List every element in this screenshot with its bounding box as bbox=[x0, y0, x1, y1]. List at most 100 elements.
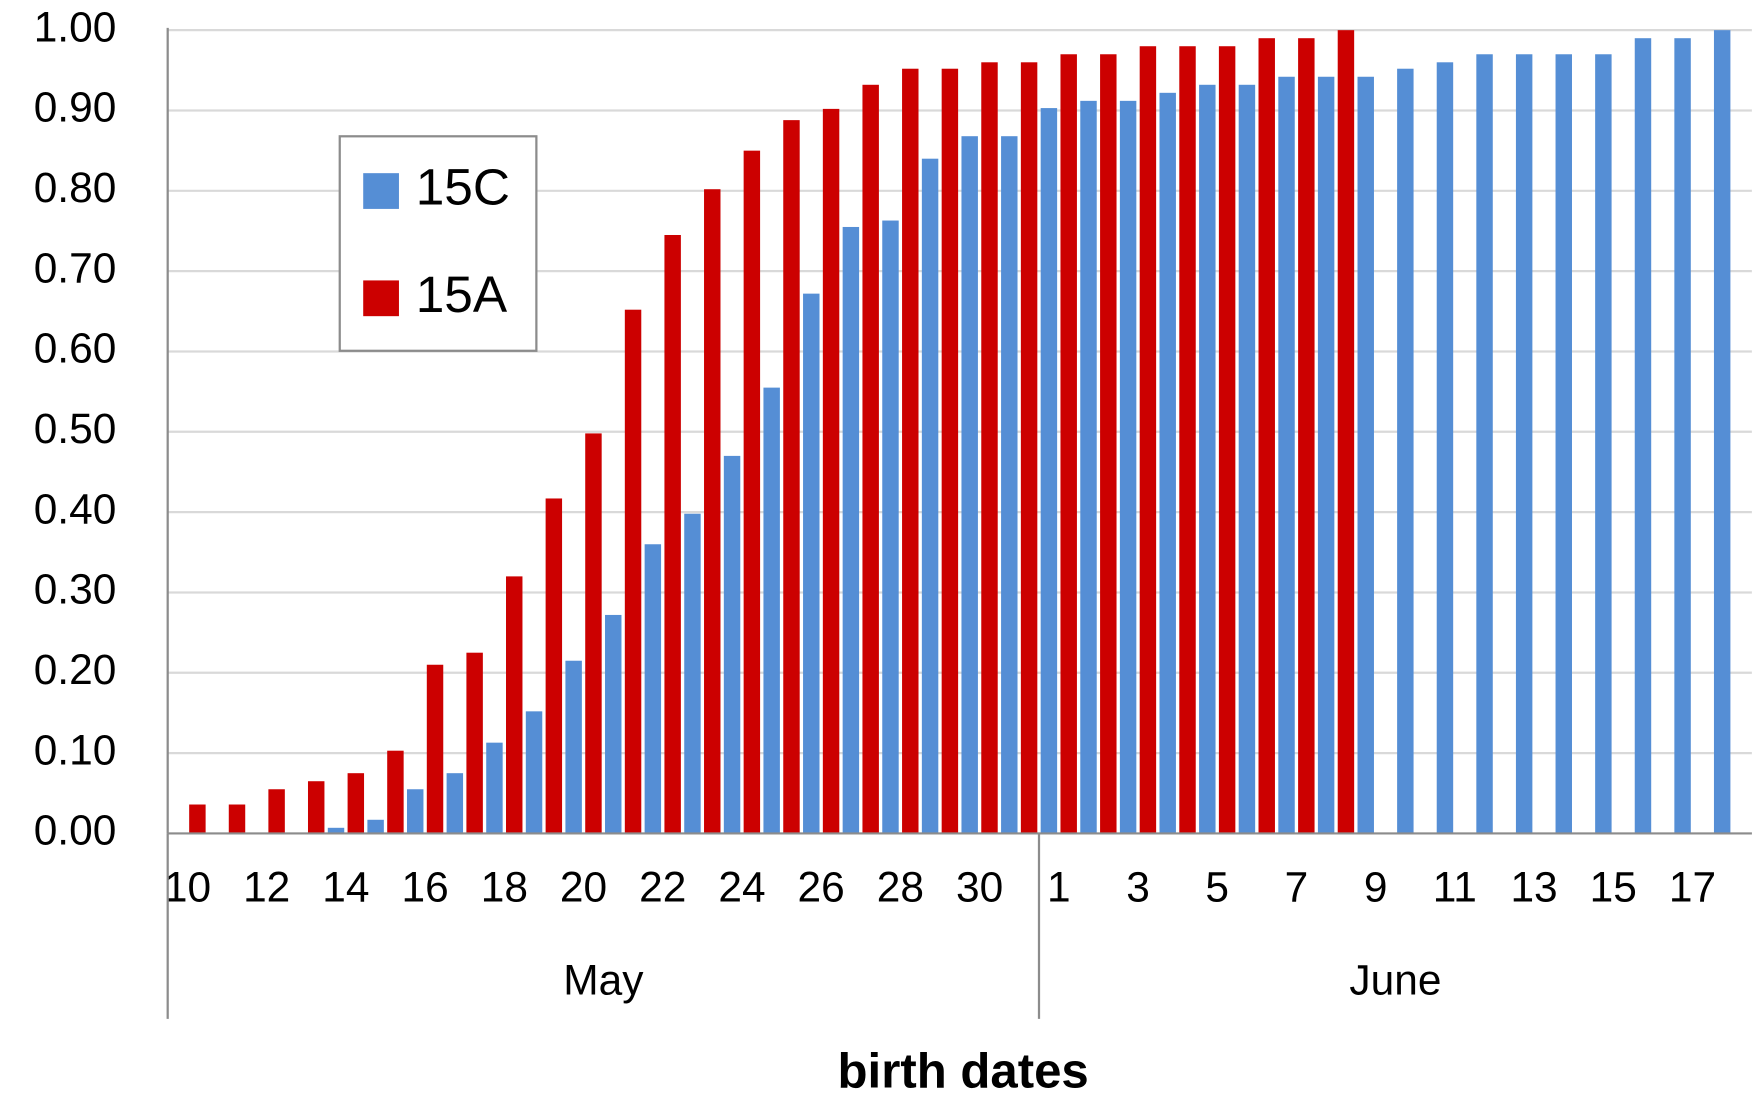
bar bbox=[1634, 38, 1652, 834]
x-group-label: May bbox=[563, 956, 644, 1003]
y-tick-label: 0.60 bbox=[34, 325, 117, 372]
bar bbox=[684, 513, 701, 834]
legend-swatch bbox=[363, 280, 399, 317]
x-tick-label: 17 bbox=[1669, 864, 1716, 911]
x-tick-label: 1 bbox=[1047, 864, 1071, 911]
bar bbox=[605, 614, 622, 834]
bar bbox=[1357, 76, 1374, 834]
bar bbox=[466, 652, 483, 834]
bar bbox=[506, 576, 523, 834]
bar bbox=[228, 804, 246, 834]
bar bbox=[981, 62, 998, 834]
y-tick-label: 0.80 bbox=[34, 164, 117, 211]
x-tick-label: 15 bbox=[1590, 864, 1637, 911]
x-tick-label: 22 bbox=[639, 864, 686, 911]
bar bbox=[803, 293, 820, 834]
x-tick-label: 5 bbox=[1205, 864, 1229, 911]
bar bbox=[743, 150, 761, 834]
legend-label: 15A bbox=[416, 265, 508, 323]
x-tick-label: 10 bbox=[164, 864, 211, 911]
x-tick-label: 24 bbox=[718, 864, 765, 911]
bar bbox=[347, 773, 365, 834]
bar bbox=[644, 544, 662, 834]
bar bbox=[1001, 136, 1018, 834]
x-axis-title: birth dates bbox=[838, 1045, 1089, 1099]
bar bbox=[882, 220, 899, 834]
bar bbox=[1238, 84, 1256, 834]
bar bbox=[1060, 54, 1077, 834]
bar bbox=[704, 189, 721, 834]
bar bbox=[1159, 92, 1176, 834]
bar bbox=[1020, 62, 1038, 834]
bar bbox=[1179, 46, 1196, 834]
y-tick-label: 1.00 bbox=[34, 3, 117, 50]
x-tick-label: 12 bbox=[243, 864, 290, 911]
bar bbox=[1397, 68, 1414, 834]
bar bbox=[585, 433, 602, 834]
bar bbox=[565, 660, 582, 834]
bar bbox=[1674, 38, 1691, 834]
bar bbox=[486, 742, 503, 834]
bar bbox=[1139, 46, 1157, 834]
bar bbox=[1595, 54, 1612, 834]
bar bbox=[1713, 30, 1731, 834]
x-tick-label: 26 bbox=[798, 864, 845, 911]
bar bbox=[783, 120, 800, 834]
bar bbox=[664, 234, 681, 834]
x-tick-label: 3 bbox=[1126, 864, 1150, 911]
bar bbox=[921, 158, 939, 834]
bar bbox=[822, 108, 840, 834]
y-tick-label: 0.20 bbox=[34, 646, 117, 693]
y-tick-label: 0.50 bbox=[34, 405, 117, 452]
bar bbox=[1515, 54, 1533, 834]
bar bbox=[1555, 54, 1572, 834]
bar bbox=[862, 84, 879, 834]
bar bbox=[367, 819, 384, 834]
bar bbox=[1218, 46, 1236, 834]
x-tick-label: 14 bbox=[322, 864, 369, 911]
y-tick-label: 0.00 bbox=[34, 807, 117, 854]
bar bbox=[406, 789, 424, 834]
bar bbox=[1317, 76, 1335, 834]
bar bbox=[1298, 38, 1315, 834]
bar bbox=[525, 711, 543, 834]
bar bbox=[1436, 62, 1454, 834]
x-tick-label: 13 bbox=[1510, 864, 1557, 911]
bar bbox=[1119, 100, 1137, 834]
bar bbox=[902, 68, 919, 834]
bar bbox=[545, 498, 563, 834]
x-tick-label: 30 bbox=[956, 864, 1003, 911]
x-tick-label: 28 bbox=[877, 864, 924, 911]
bar bbox=[307, 781, 325, 834]
bar bbox=[1199, 84, 1216, 834]
bar bbox=[1100, 54, 1117, 834]
bar bbox=[1258, 38, 1275, 834]
bar bbox=[763, 387, 780, 834]
bar bbox=[624, 309, 642, 834]
legend-label: 15C bbox=[416, 158, 510, 216]
x-tick-label: 11 bbox=[1433, 864, 1477, 911]
legend: 15C 15A bbox=[338, 135, 538, 352]
bar bbox=[1337, 30, 1355, 834]
x-tick-label: 7 bbox=[1285, 864, 1309, 911]
y-tick-label: 0.30 bbox=[34, 566, 117, 613]
bar bbox=[268, 789, 285, 834]
bar bbox=[941, 68, 959, 834]
x-tick-label: 20 bbox=[560, 864, 607, 911]
y-tick-label: 0.40 bbox=[34, 485, 117, 532]
bar bbox=[1080, 100, 1097, 834]
bar bbox=[961, 136, 978, 834]
bar bbox=[1040, 108, 1058, 834]
bar bbox=[387, 750, 404, 834]
legend-swatch bbox=[363, 173, 399, 209]
x-group-label: June bbox=[1349, 956, 1441, 1003]
bar bbox=[723, 455, 741, 834]
x-tick-label: 18 bbox=[481, 864, 528, 911]
x-tick-label: 16 bbox=[402, 864, 449, 911]
y-tick-label: 0.10 bbox=[34, 726, 117, 773]
bar bbox=[446, 773, 464, 834]
bar bbox=[842, 226, 860, 834]
y-tick-label: 0.70 bbox=[34, 244, 117, 291]
